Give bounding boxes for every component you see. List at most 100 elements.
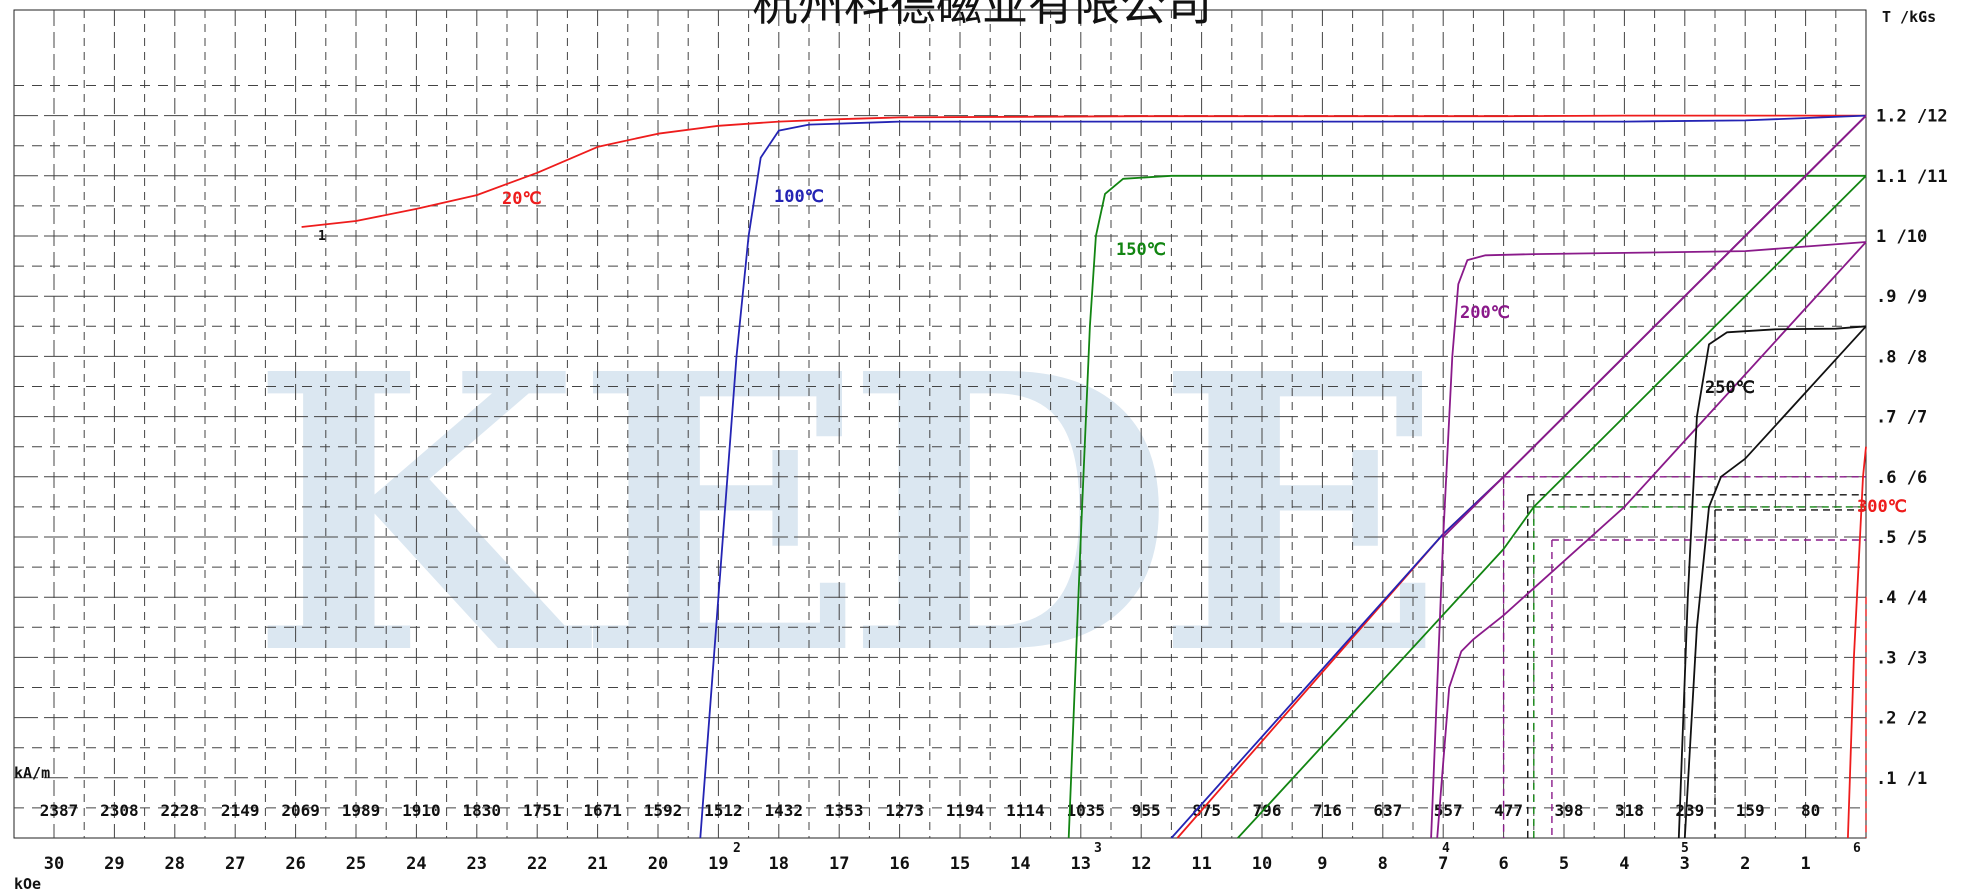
series-line <box>1847 446 1867 839</box>
series-line <box>699 114 1867 839</box>
x-tick-label-kAm: 1273 <box>885 801 924 820</box>
x-tick-label-kOe: 21 <box>587 854 607 874</box>
series-label: 200℃ <box>1460 303 1510 323</box>
x-tick-label-kOe: 1 <box>1800 854 1810 874</box>
series-line <box>1677 325 1867 839</box>
x-tick-label-kAm: 1114 <box>1006 801 1045 820</box>
x-tick-label-kAm: 1592 <box>644 801 683 820</box>
chart-title: 杭州科德磁业有限公司 <box>752 0 1212 31</box>
x-tick-label-kAm: 1989 <box>342 801 381 820</box>
x-tick-label-kAm: 557 <box>1434 801 1463 820</box>
x-tick-label-kAm: 1035 <box>1067 801 1106 820</box>
y-tick-label: 1 /10 <box>1876 227 1927 247</box>
x-tick-label-kAm: 318 <box>1615 801 1644 820</box>
series-marker-label: 2 <box>733 841 741 856</box>
x-tick-label-kOe: 8 <box>1378 854 1388 874</box>
x-tick-label-kOe: 19 <box>708 854 728 874</box>
series-line <box>1237 175 1867 839</box>
x-tick-label-kOe: 15 <box>950 854 970 874</box>
series-curves <box>301 114 1867 839</box>
x-tick-label-kOe: 30 <box>44 854 64 874</box>
x-tick-label-kOe: 6 <box>1498 854 1508 874</box>
x-tick-label-kOe: 29 <box>104 854 124 874</box>
y-tick-label: .7 /7 <box>1876 408 1927 428</box>
x-tick-label-kAm: 1910 <box>402 801 441 820</box>
x-unit-label-kAm: kA/m <box>14 764 50 782</box>
x-tick-label-kOe: 22 <box>527 854 547 874</box>
y-tick-label: 1.2 /12 <box>1876 107 1948 127</box>
x-tick-label-kAm: 2149 <box>221 801 260 820</box>
series-line <box>1442 114 1867 538</box>
x-tick-label-kOe: 13 <box>1071 854 1091 874</box>
x-tick-label-kAm: 398 <box>1555 801 1584 820</box>
x-tick-label-kAm: 2387 <box>40 801 79 820</box>
series-label: 250℃ <box>1705 378 1755 398</box>
x-tick-label-kAm: 1512 <box>704 801 743 820</box>
x-tick-label-kOe: 9 <box>1317 854 1327 874</box>
x-tick-label-kOe: 2 <box>1740 854 1750 874</box>
x-tick-label-kAm: 2228 <box>161 801 200 820</box>
curve-labels: 20℃ 1 100℃ 2 150℃ 3 200℃ 4 250℃ 5 300℃ 6 <box>318 187 1907 856</box>
x-tick-label-kOe: 27 <box>225 854 245 874</box>
series-line <box>1067 174 1866 839</box>
x-tick-label-kOe: 17 <box>829 854 849 874</box>
y-tick-label: .9 /9 <box>1876 287 1927 307</box>
series-marker-label: 3 <box>1094 841 1102 856</box>
series-marker-label: 4 <box>1442 841 1450 856</box>
x-tick-label-kAm: 1194 <box>946 801 985 820</box>
series-marker-label: 5 <box>1681 841 1689 856</box>
x-tick-label-kOe: 14 <box>1010 854 1030 874</box>
x-tick-label-kOe: 11 <box>1191 854 1211 874</box>
x-tick-label-kAm: 80 <box>1801 801 1820 820</box>
x-tick-label-kOe: 23 <box>467 854 487 874</box>
x-tick-label-kOe: 24 <box>406 854 426 874</box>
x-unit-label-kOe: kOe <box>14 875 41 893</box>
x-tick-label-kAm: 2308 <box>100 801 139 820</box>
series-line <box>301 114 1866 228</box>
y-tick-label: .1 /1 <box>1876 769 1927 789</box>
x-tick-label-kAm: 1671 <box>583 801 622 820</box>
x-tick-label-kAm: 239 <box>1675 801 1704 820</box>
plot-frame <box>13 9 1867 839</box>
x-tick-label-kAm: 955 <box>1132 801 1161 820</box>
watermark-letter: E <box>575 291 865 738</box>
y-tick-label: .8 /8 <box>1876 347 1927 367</box>
series-marker-label: 1 <box>318 229 326 244</box>
x-tick-label-kAm: 637 <box>1373 801 1402 820</box>
y-unit-label: T /kGs <box>1882 8 1936 26</box>
axis-labels: .1 /1 .2 /2 .3 /3 .4 /4 .5 /5 .6 /6 .7 /7 .8 /8… <box>14 8 1948 893</box>
watermark-letter: K <box>250 291 594 738</box>
y-tick-label: .6 /6 <box>1876 468 1927 488</box>
x-tick-label-kOe: 20 <box>648 854 668 874</box>
x-tick-label-kAm: 1751 <box>523 801 562 820</box>
x-tick-label-kAm: 2069 <box>281 801 320 820</box>
series-label: 100℃ <box>774 187 824 207</box>
x-tick-label-kAm: 477 <box>1494 801 1523 820</box>
x-tick-label-kOe: 26 <box>285 854 305 874</box>
x-tick-label-kOe: 18 <box>769 854 789 874</box>
series-line <box>1436 241 1867 839</box>
x-tick-label-kOe: 5 <box>1559 854 1569 874</box>
x-tick-label-kOe: 12 <box>1131 854 1151 874</box>
watermark-letter: E <box>1155 291 1445 738</box>
x-tick-label-kAm: 159 <box>1736 801 1765 820</box>
watermark-letter: D <box>845 291 1175 738</box>
y-tick-label: .3 /3 <box>1876 648 1927 668</box>
x-tick-label-kOe: 7 <box>1438 854 1448 874</box>
x-tick-label-kOe: 16 <box>889 854 909 874</box>
y-tick-label: .5 /5 <box>1876 528 1927 548</box>
dashed-guides <box>1502 476 1867 838</box>
series-label: 300℃ <box>1857 497 1907 517</box>
y-tick-label: .2 /2 <box>1876 709 1927 729</box>
x-tick-label-kOe: 3 <box>1680 854 1690 874</box>
series-line <box>1430 241 1867 839</box>
x-tick-label-kOe: 28 <box>165 854 185 874</box>
x-tick-label-kOe: 10 <box>1252 854 1272 874</box>
x-tick-label-kOe: 25 <box>346 854 366 874</box>
x-tick-label-kAm: 1353 <box>825 801 864 820</box>
series-label: 150℃ <box>1116 240 1166 260</box>
y-tick-label: 1.1 /11 <box>1876 167 1948 187</box>
series-marker-label: 6 <box>1853 841 1861 856</box>
